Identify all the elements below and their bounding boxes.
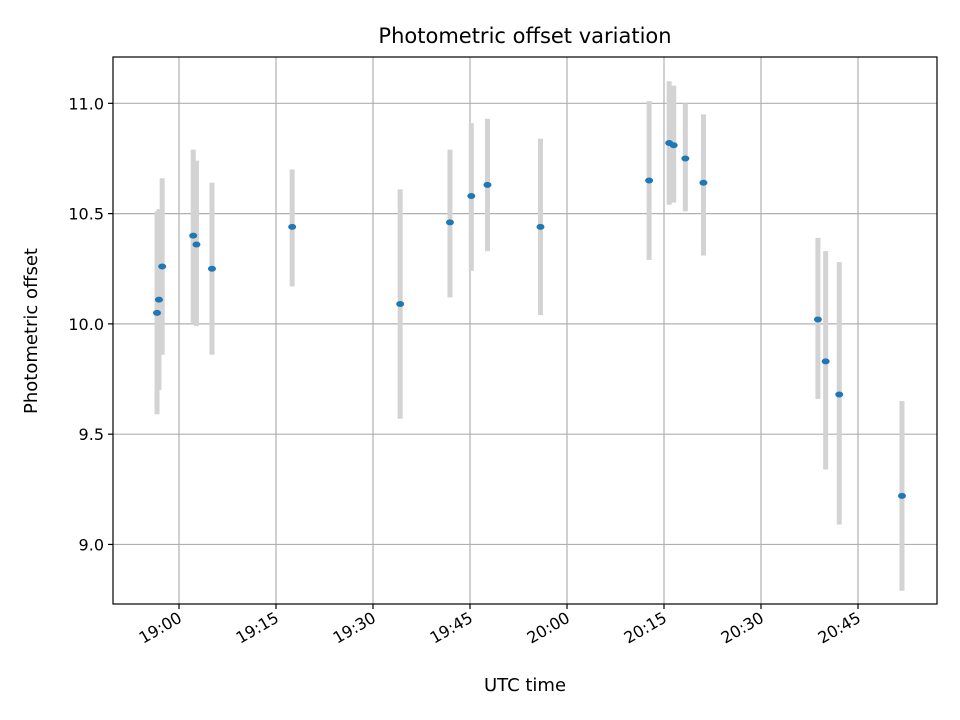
y-tick-label: 10.0 [68, 315, 104, 334]
data-point [483, 181, 492, 188]
data-point [467, 192, 476, 199]
data-point [153, 309, 162, 316]
data-point [288, 223, 297, 230]
y-tick-label: 9.5 [79, 425, 104, 444]
data-point [681, 155, 690, 162]
data-point [897, 492, 906, 499]
data-point [669, 142, 678, 149]
x-axis-title: UTC time [484, 675, 566, 696]
data-point [821, 358, 830, 365]
y-tick-label: 10.5 [68, 205, 104, 224]
y-axis-title: Photometric offset [21, 248, 42, 414]
data-point [154, 296, 163, 303]
data-point [536, 223, 545, 230]
data-point [699, 179, 708, 186]
data-point [158, 263, 167, 270]
marker-layer [153, 140, 906, 499]
grid-layer [113, 57, 937, 604]
data-point [445, 219, 454, 226]
data-point [813, 316, 822, 323]
data-point [192, 241, 201, 248]
data-point [835, 391, 844, 398]
data-point [645, 177, 654, 184]
plot-frame [112, 56, 938, 605]
chart-title: Photometric offset variation [378, 24, 671, 48]
data-point [207, 265, 216, 272]
y-tick-label: 11.0 [68, 94, 104, 113]
y-tick-label: 9.0 [79, 535, 104, 554]
data-point [189, 232, 198, 239]
data-point [396, 301, 405, 308]
